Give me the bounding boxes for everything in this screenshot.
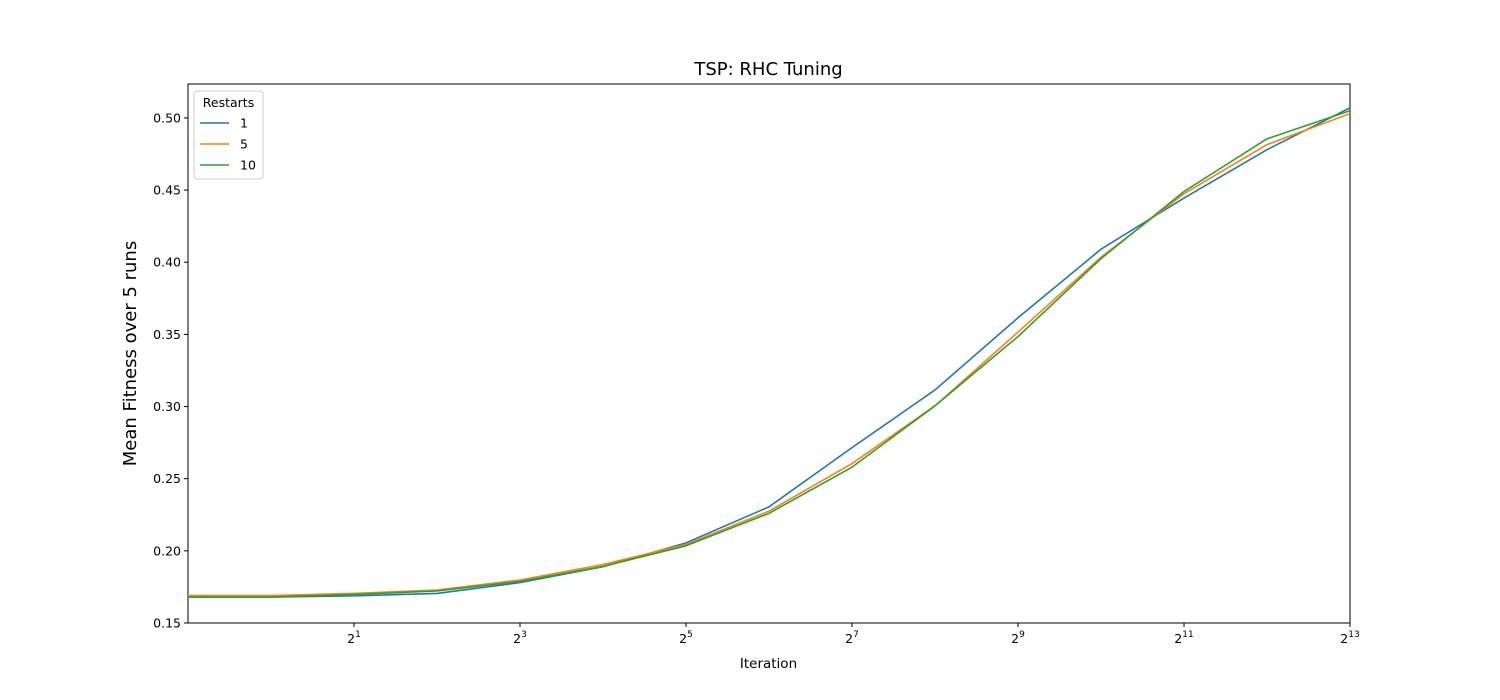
- x-tick-label: 211: [1174, 630, 1193, 646]
- y-axis-label: Mean Fitness over 5 runs: [120, 241, 141, 466]
- legend-box: [193, 90, 264, 180]
- y-axis: 0.15 0.20 0.25 0.30 0.35 0.40 0.45 0.50: [153, 110, 188, 631]
- x-tick-base: 2: [1340, 631, 1348, 646]
- x-tick-base: 2: [679, 631, 687, 646]
- x-tick-exponent: 7: [853, 630, 859, 640]
- y-tick-label: 0.30: [153, 399, 181, 414]
- plot-frame: [187, 83, 1351, 624]
- x-tick-base: 2: [1174, 631, 1182, 646]
- legend: Restarts 1 5 10: [193, 90, 264, 180]
- x-tick-exponent: 11: [1182, 630, 1193, 640]
- x-tick-base: 2: [347, 631, 355, 646]
- x-tick-base: 2: [845, 631, 853, 646]
- x-axis: 21 23 25 27 29 211 213: [347, 623, 1360, 646]
- y-tick-label: 0.40: [153, 255, 181, 270]
- legend-label-10: 10: [240, 158, 256, 173]
- plot-area: [187, 83, 1351, 624]
- x-tick-base: 2: [513, 631, 521, 646]
- x-tick-label: 29: [1011, 630, 1025, 646]
- x-tick-label: 23: [513, 630, 527, 646]
- y-tick-label: 0.20: [153, 543, 181, 558]
- x-tick-exponent: 13: [1348, 630, 1359, 640]
- y-tick-label: 0.50: [153, 110, 181, 125]
- legend-title: Restarts: [203, 95, 254, 110]
- x-tick-label: 213: [1340, 630, 1359, 646]
- x-tick-exponent: 1: [355, 630, 361, 640]
- x-tick-exponent: 5: [687, 630, 693, 640]
- x-axis-label: Iteration: [740, 656, 797, 672]
- x-tick-label: 21: [347, 630, 361, 646]
- x-tick-label: 27: [845, 630, 859, 646]
- series-lines: [188, 107, 1350, 598]
- y-tick-label: 0.45: [153, 183, 181, 198]
- y-tick-label: 0.35: [153, 327, 181, 342]
- x-tick-exponent: 9: [1019, 630, 1025, 640]
- y-tick-label: 0.15: [153, 616, 181, 631]
- series-line-10: [188, 109, 1350, 598]
- y-tick-label: 0.25: [153, 471, 181, 486]
- legend-label-1: 1: [240, 116, 248, 131]
- x-tick-label: 25: [679, 630, 693, 646]
- x-tick-base: 2: [1011, 631, 1019, 646]
- legend-label-5: 5: [240, 137, 248, 152]
- series-line-5: [188, 112, 1350, 597]
- x-tick-exponent: 3: [521, 630, 527, 640]
- chart-title: TSP: RHC Tuning: [693, 59, 842, 80]
- series-line-1: [188, 107, 1350, 598]
